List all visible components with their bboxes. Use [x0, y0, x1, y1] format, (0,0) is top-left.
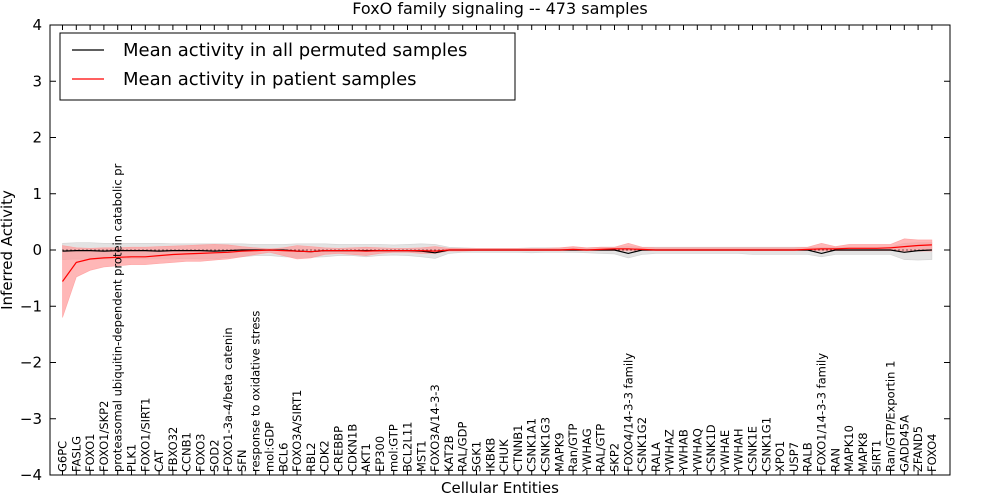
y-tick-label: 2 — [32, 129, 42, 147]
x-tick-label: CTNNB1 — [511, 425, 525, 472]
x-tick-label: FOXO4/14-3-3 family — [621, 353, 635, 472]
x-tick-label: proteasomal ubiquitin-dependent protein … — [111, 163, 125, 472]
x-tick-label: CSNK1G3 — [539, 417, 553, 472]
x-tick-label: MST1 — [414, 440, 428, 472]
x-tick-label: AKT1 — [359, 443, 373, 472]
x-tick-label: YWHAH — [732, 428, 746, 473]
x-tick-label: CSNK1E — [746, 426, 760, 472]
x-tick-label: MAPK9 — [552, 432, 566, 472]
x-tick-label: MAPK8 — [856, 432, 870, 472]
x-tick-label: FOXO3A/SIRT1 — [290, 390, 304, 472]
x-tick-label: CDK2 — [318, 440, 332, 472]
y-tick-label: 0 — [32, 241, 42, 259]
x-tick-label: mol:GTP — [387, 424, 401, 472]
chart-title: FoxO family signaling -- 473 samples — [352, 0, 647, 18]
x-tick-label: BCL2L11 — [401, 422, 415, 472]
x-tick-label: G6PC — [56, 441, 70, 472]
x-tick-label: RBL2 — [304, 442, 318, 472]
band-permuted — [62, 242, 933, 261]
x-tick-label: XPO1 — [773, 441, 787, 472]
x-tick-label: FOXO1/SKP2 — [97, 401, 111, 472]
x-tick-label: FASLG — [69, 436, 83, 472]
legend-box — [59, 32, 516, 101]
y-tick-label: −3 — [20, 410, 42, 428]
y-tick-label: 1 — [32, 185, 42, 203]
x-tick-label: RAL/GDP — [456, 422, 470, 472]
x-tick-label: RAL/GTP — [594, 424, 608, 472]
x-tick-label: RAN — [828, 448, 842, 472]
x-tick-label: Ran/GTP — [566, 424, 580, 472]
x-tick-label: mol:GDP — [263, 422, 277, 472]
x-tick-label: YWHAZ — [663, 429, 677, 473]
x-tick-label: YWHAE — [718, 430, 732, 473]
x-tick-label: FOXO1/14-3-3 family — [815, 353, 829, 472]
y-axis-label: Inferred Activity — [0, 190, 16, 310]
x-tick-label: FBXO32 — [166, 427, 180, 472]
y-tick-label: −2 — [20, 354, 42, 372]
x-tick-label: YWHAQ — [690, 428, 704, 473]
x-tick-label: FOXO1 — [83, 434, 97, 472]
x-tick-label: GADD45A — [897, 415, 911, 472]
x-tick-label: SKP2 — [608, 443, 622, 472]
x-axis-label: Cellular Entities — [441, 479, 559, 497]
y-tick-label: 4 — [32, 16, 42, 34]
x-tick-label: CSNK1G1 — [759, 417, 773, 472]
legend-label-permuted: Mean activity in all permuted samples — [123, 40, 467, 61]
x-tick-label: ZFAND5 — [911, 426, 925, 472]
x-tick-label: EP300 — [373, 436, 387, 472]
x-tick-label: USP7 — [787, 442, 801, 472]
x-tick-label: IKBKB — [483, 438, 497, 472]
x-tick-label: CSNK1G2 — [635, 417, 649, 472]
x-tick-label: FOXO3 — [194, 434, 208, 472]
band-patient — [62, 238, 933, 318]
y-tick-label: −4 — [20, 466, 42, 484]
x-tick-label: response to oxidative stress — [249, 311, 263, 472]
x-tick-label: SOD2 — [207, 439, 221, 472]
x-tick-label: CDKN1B — [345, 424, 359, 472]
legend-label-patient: Mean activity in patient samples — [123, 69, 417, 90]
x-tick-label: YWHAG — [580, 428, 594, 473]
y-tick-label: 3 — [32, 72, 42, 90]
legend: Mean activity in all permuted samples Me… — [59, 32, 516, 101]
x-tick-label: CSNK1A1 — [525, 418, 539, 472]
x-tick-label: SGK1 — [470, 441, 484, 472]
x-tick-label: MAPK10 — [842, 425, 856, 472]
x-tick-label: CREBBP — [332, 426, 346, 472]
x-tick-label: BCL6 — [276, 443, 290, 472]
x-tick-label: FOXO4 — [925, 434, 939, 472]
x-tick-label: PLK1 — [125, 444, 139, 472]
x-tick-label: FOXO3A/14-3-3 — [428, 384, 442, 472]
x-tick-label: FOXO1-3a-4/beta catenin — [221, 327, 235, 472]
y-tick-label: −1 — [20, 297, 42, 315]
x-tick-label: CHUK — [497, 439, 511, 472]
series-line-patient — [62, 244, 932, 282]
x-tick-label: SFN — [235, 449, 249, 472]
x-tick-label: YWHAB — [677, 429, 691, 473]
x-tick-label: CCNB1 — [180, 432, 194, 472]
x-tick-label: CSNK1D — [704, 424, 718, 472]
x-tick-label: FOXO1/SIRT1 — [138, 397, 152, 472]
x-tick-label: Ran/GTP/Exportin 1 — [884, 361, 898, 472]
x-tick-label: KAT2B — [442, 435, 456, 472]
x-tick-label: CAT — [152, 449, 166, 472]
x-tick-label: RALA — [649, 442, 663, 472]
x-tick-label: SIRT1 — [870, 440, 884, 472]
x-tick-label: RALB — [801, 442, 815, 472]
